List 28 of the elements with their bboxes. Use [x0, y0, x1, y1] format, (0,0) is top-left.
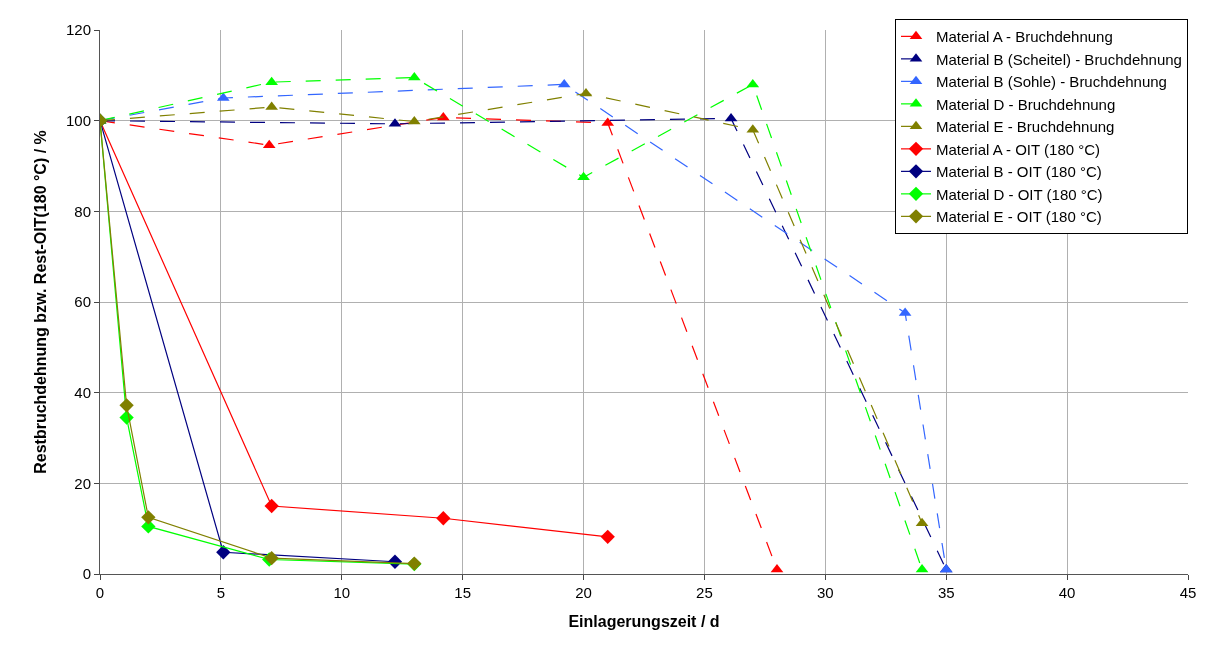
y-tick-label: 60	[74, 293, 91, 311]
legend-label: Material B (Scheitel) - Bruchdehnung	[936, 50, 1182, 68]
legend-label: Material D - OIT (180 °C)	[936, 185, 1103, 203]
legend-label: Material E - Bruchdehnung	[936, 118, 1115, 136]
x-tick-label: 30	[816, 584, 834, 601]
legend-label: Material B - OIT (180 °C)	[936, 163, 1102, 181]
x-tick-label: 0	[95, 584, 105, 601]
legend-label: Material A - OIT (180 °C)	[936, 140, 1101, 158]
x-tick-label: 35	[937, 584, 955, 601]
y-axis-title: Restbruchdehnung bzw. Rest-OIT(180 °C) / %	[31, 130, 49, 474]
x-tick-label: 25	[696, 584, 713, 601]
y-tick-label: 80	[74, 202, 91, 220]
y-tick-label: 100	[65, 111, 91, 129]
y-tick-label: 120	[65, 21, 91, 39]
x-tick-label: 20	[575, 584, 592, 601]
x-axis-title: Einlagerungszeit / d	[568, 612, 720, 630]
legend-label: Material D - Bruchdehnung	[936, 95, 1116, 113]
legend-label: Material E - OIT (180 °C)	[936, 208, 1102, 226]
x-tick-label: 5	[216, 584, 226, 601]
y-tick-label: 40	[74, 383, 91, 401]
legend-label: Material A - Bruchdehnung	[936, 28, 1113, 46]
x-tick-label: 10	[333, 584, 351, 601]
legend-label: Material B (Sohle) - Bruchdehnung	[936, 73, 1167, 91]
y-tick-label: 0	[82, 565, 91, 583]
x-tick-label: 15	[454, 584, 472, 601]
y-tick-label: 20	[74, 474, 91, 492]
x-tick-label: 40	[1058, 584, 1076, 601]
x-tick-label: 45	[1179, 584, 1197, 601]
